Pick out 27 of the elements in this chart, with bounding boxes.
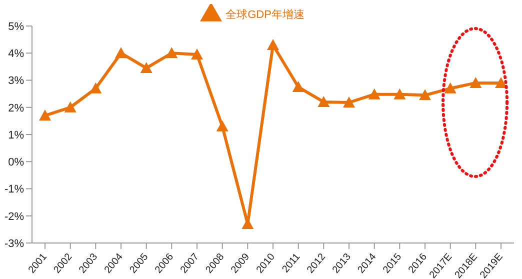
point <box>292 81 304 92</box>
point <box>191 48 203 60</box>
point <box>267 38 279 50</box>
point <box>216 120 228 132</box>
point <box>343 96 355 108</box>
point <box>368 88 380 100</box>
point <box>39 110 51 121</box>
legend-label: 全球GDP年增速 <box>226 8 304 21</box>
y-tick-label: 3% <box>8 75 24 88</box>
point <box>318 96 330 107</box>
y-tick-label: -2% <box>4 210 24 223</box>
point <box>64 101 76 112</box>
y-tick-label: 1% <box>8 129 24 142</box>
y-tick-label: 5% <box>8 20 24 33</box>
point <box>166 47 178 58</box>
y-tick-label: 4% <box>8 48 24 60</box>
point <box>419 89 431 100</box>
point <box>470 76 482 88</box>
y-tick-label: 0% <box>8 156 24 169</box>
y-tick-label: -3% <box>4 238 24 250</box>
point <box>444 82 456 94</box>
point <box>115 47 127 58</box>
point <box>495 76 507 88</box>
point <box>394 88 406 100</box>
y-tick-label: -1% <box>4 184 24 196</box>
point <box>140 62 152 74</box>
y-tick-label: 2% <box>8 102 24 114</box>
